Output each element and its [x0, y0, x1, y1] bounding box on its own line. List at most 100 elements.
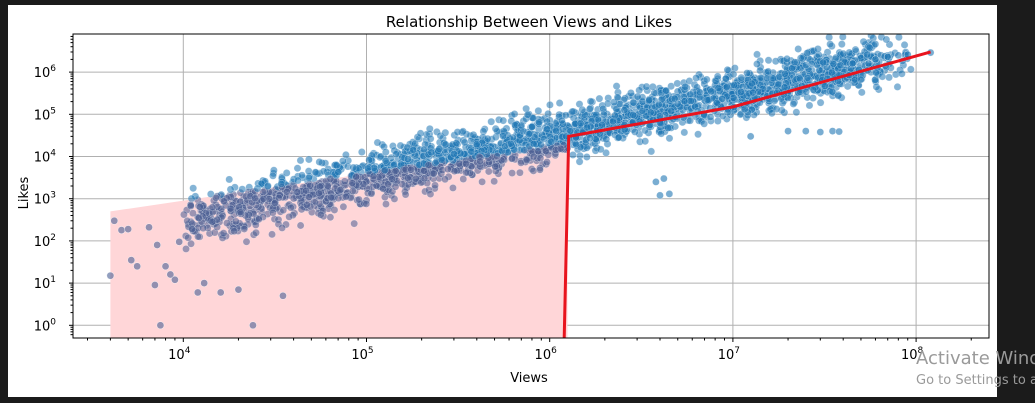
data-point: [700, 120, 708, 128]
data-point: [412, 174, 420, 183]
data-point: [490, 177, 498, 186]
data-point: [858, 88, 866, 97]
data-point: [285, 213, 293, 221]
data-point: [391, 182, 400, 191]
data-point: [633, 92, 642, 101]
fit-line: [562, 50, 932, 338]
data-point: [771, 57, 780, 66]
data-point: [681, 82, 690, 91]
data-point: [416, 129, 425, 138]
data-point: [435, 145, 444, 153]
data-point: [655, 100, 663, 109]
outlier-point: [110, 216, 119, 225]
data-point: [208, 218, 217, 226]
data-point: [885, 73, 893, 82]
data-point: [305, 173, 313, 182]
data-point: [680, 128, 689, 137]
data-point: [491, 162, 500, 171]
data-point: [865, 43, 874, 52]
outlier-point: [816, 128, 825, 136]
data-point: [805, 101, 814, 110]
data-point: [792, 108, 801, 117]
data-point: [311, 168, 320, 177]
data-point: [373, 138, 382, 147]
data-point: [508, 154, 516, 163]
data-point: [525, 130, 533, 138]
data-point: [543, 158, 551, 166]
data-point: [583, 153, 591, 161]
y-tick-exponent: 5: [50, 106, 56, 116]
data-point: [381, 166, 389, 175]
y-tick-label: 106: [34, 64, 57, 81]
data-point: [305, 193, 313, 201]
data-point: [809, 85, 818, 94]
data-point: [586, 97, 595, 106]
data-point: [467, 147, 476, 156]
data-point: [441, 128, 450, 137]
data-point: [238, 185, 247, 194]
outlier-point: [151, 281, 159, 289]
data-point: [670, 94, 679, 103]
outlier-point: [171, 275, 179, 284]
data-point: [195, 214, 203, 222]
data-point: [282, 187, 291, 196]
data-point: [426, 134, 435, 143]
data-point: [540, 134, 549, 143]
x-tick-exponent: 7: [734, 346, 740, 356]
outlier-point: [665, 190, 674, 198]
data-point: [520, 146, 528, 154]
data-point: [339, 157, 347, 165]
data-point: [839, 34, 847, 41]
data-point: [382, 148, 390, 156]
data-point: [252, 228, 260, 237]
scatter-points: [106, 34, 935, 330]
y-tick-exponent: 3: [50, 191, 56, 201]
data-point: [326, 213, 335, 222]
data-point: [611, 111, 619, 120]
data-point: [780, 83, 789, 92]
data-point: [872, 68, 880, 77]
data-point: [872, 83, 881, 91]
data-point: [825, 34, 833, 42]
outlier-point: [828, 127, 837, 135]
data-point: [695, 88, 704, 97]
data-point: [546, 101, 554, 109]
data-point: [552, 127, 560, 135]
outlier-point: [124, 225, 132, 233]
data-point: [795, 74, 804, 83]
data-point: [647, 147, 656, 156]
data-point: [367, 189, 376, 198]
data-point: [528, 123, 536, 131]
data-point: [714, 84, 723, 92]
data-point: [756, 66, 764, 75]
data-point: [298, 171, 306, 180]
data-point: [297, 205, 306, 214]
data-point: [219, 229, 228, 237]
data-point: [384, 180, 392, 188]
data-point: [275, 193, 283, 202]
data-point: [293, 164, 302, 173]
data-point: [667, 107, 676, 115]
data-point: [629, 111, 637, 119]
data-point: [730, 81, 739, 89]
data-point: [731, 64, 739, 72]
data-point: [789, 100, 798, 108]
data-point: [907, 65, 915, 74]
data-point: [769, 74, 777, 83]
data-point: [472, 140, 481, 149]
data-point: [536, 154, 545, 162]
data-point: [722, 74, 730, 83]
x-tick-label: 105: [351, 346, 373, 363]
data-point: [401, 190, 410, 199]
data-point: [781, 70, 789, 78]
data-point: [230, 227, 238, 235]
data-point: [843, 82, 852, 91]
data-point: [857, 75, 865, 84]
data-point: [569, 151, 577, 159]
data-point: [612, 82, 621, 90]
data-point: [269, 208, 277, 217]
data-point: [223, 219, 231, 227]
data-point: [294, 176, 302, 185]
y-tick-label: 104: [34, 149, 57, 166]
outlier-point: [216, 288, 225, 297]
